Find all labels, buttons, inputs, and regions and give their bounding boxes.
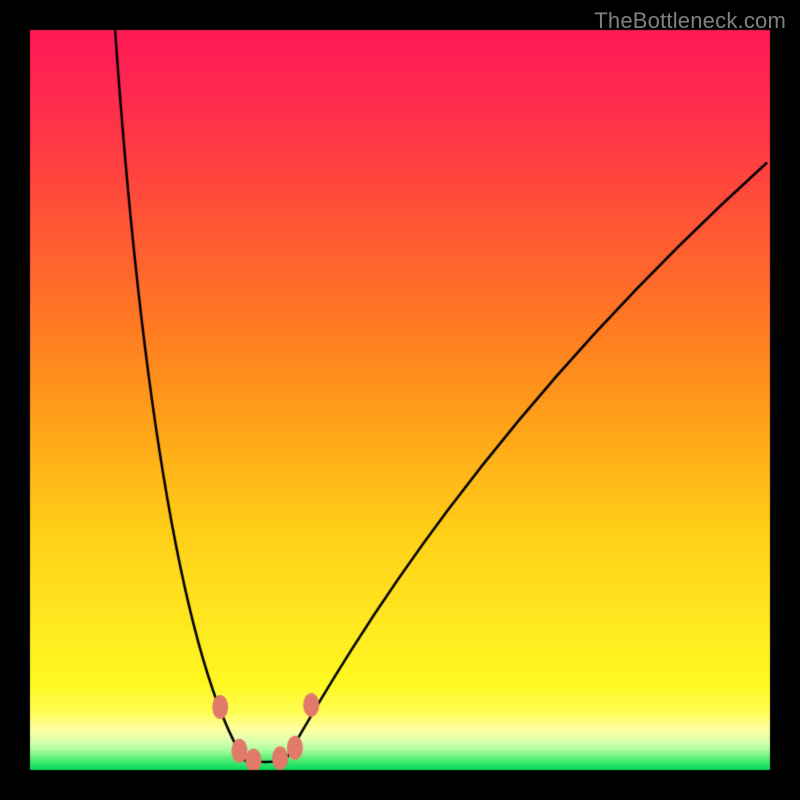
bottleneck-chart-canvas bbox=[0, 0, 800, 800]
